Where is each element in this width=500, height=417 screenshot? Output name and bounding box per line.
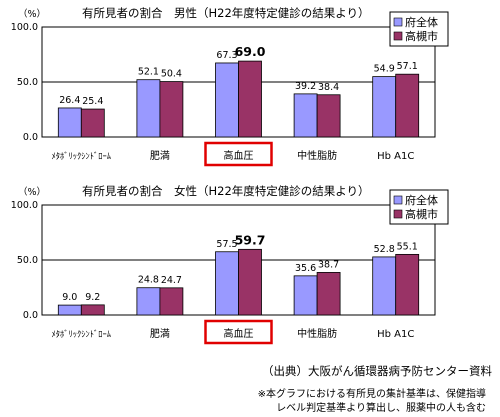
chart-title: 有所見者の割合 女性（H22年度特定健診の結果より） bbox=[82, 184, 370, 198]
data-label: 38.4 bbox=[318, 82, 339, 93]
bar-takatsuki bbox=[395, 73, 420, 138]
y-tick-label: 100.0 bbox=[11, 200, 38, 211]
legend-swatch bbox=[393, 17, 403, 27]
x-category-label: ﾒﾀﾎﾞﾘｯｸｼﾝﾄﾞﾛｰﾑ bbox=[52, 330, 112, 340]
x-category-label: 高血圧 bbox=[224, 149, 254, 162]
data-label: 24.7 bbox=[161, 275, 182, 286]
data-label: 67.3 bbox=[216, 50, 237, 61]
bar-prefecture bbox=[136, 287, 161, 316]
bar-prefecture bbox=[372, 76, 397, 138]
bar-takatsuki bbox=[316, 272, 341, 316]
data-label: 57.1 bbox=[397, 61, 418, 72]
bar-prefecture bbox=[293, 93, 318, 138]
bar-prefecture bbox=[215, 251, 239, 316]
data-label: 38.7 bbox=[318, 259, 339, 270]
y-axis-unit: （%） bbox=[18, 186, 46, 198]
bar-takatsuki bbox=[316, 94, 341, 138]
bar-takatsuki bbox=[395, 253, 420, 316]
highlight-box bbox=[204, 141, 273, 167]
data-label: 26.4 bbox=[59, 95, 80, 106]
data-label: 39.2 bbox=[295, 81, 316, 92]
data-label: 35.6 bbox=[295, 263, 316, 274]
y-axis-unit: （%） bbox=[18, 8, 46, 20]
x-category-label: 高血圧 bbox=[224, 327, 254, 340]
source-note: （出典）大阪がん循環器病予防センター資料 bbox=[262, 364, 492, 378]
data-label: 52.8 bbox=[374, 244, 395, 255]
data-label: 55.1 bbox=[397, 241, 418, 252]
data-label: 25.4 bbox=[82, 96, 103, 107]
legend-label: 高槻市 bbox=[405, 29, 438, 43]
bar-takatsuki bbox=[80, 304, 105, 316]
bar-prefecture bbox=[57, 304, 82, 316]
male-bar-chart: 有所見者の割合 男性（H22年度特定健診の結果より） （%） 100.0 50.0 0.… bbox=[11, 6, 449, 167]
y-tick-label: 50.0 bbox=[17, 255, 38, 266]
y-tick-label: 0.0 bbox=[23, 310, 38, 321]
bar-prefecture bbox=[136, 79, 161, 138]
legend-swatch bbox=[393, 31, 403, 41]
chart-title: 有所見者の割合 男性（H22年度特定健診の結果より） bbox=[82, 6, 370, 20]
bar-takatsuki bbox=[159, 81, 184, 138]
data-label: 52.1 bbox=[138, 67, 159, 78]
bar-takatsuki bbox=[238, 248, 262, 316]
x-category-label: ﾒﾀﾎﾞﾘｯｸｼﾝﾄﾞﾛｰﾑ bbox=[52, 152, 112, 162]
x-category-label: 中性脂肪 bbox=[297, 149, 337, 162]
legend-label: 高槻市 bbox=[405, 207, 438, 221]
legend-swatch bbox=[393, 209, 403, 219]
bar-prefecture bbox=[372, 256, 397, 316]
x-category-label: Hb A1C bbox=[377, 329, 414, 340]
x-category-label: 肥満 bbox=[150, 150, 170, 162]
footnote-line-1: ※本グラフにおける有所見の集計基準は、保健指導 bbox=[257, 389, 486, 400]
data-label: 24.8 bbox=[138, 275, 159, 286]
y-tick-label: 50.0 bbox=[17, 77, 38, 88]
legend-swatch bbox=[393, 195, 403, 205]
legend-label: 府全体 bbox=[405, 15, 438, 29]
bar-takatsuki bbox=[80, 108, 105, 138]
footnote-line-2: レベル判定基準より算出し、服薬中の人も含む bbox=[276, 403, 486, 414]
legend-box bbox=[389, 11, 449, 47]
data-label: 9.2 bbox=[85, 292, 100, 303]
data-label: 57.5 bbox=[216, 239, 237, 250]
x-category-label: Hb A1C bbox=[377, 151, 414, 162]
legend-label: 府全体 bbox=[405, 193, 438, 207]
data-label: 54.9 bbox=[374, 64, 395, 75]
data-label: 50.4 bbox=[161, 69, 182, 80]
x-category-label: 中性脂肪 bbox=[297, 327, 337, 340]
bar-takatsuki bbox=[238, 60, 262, 138]
bar-takatsuki bbox=[159, 287, 184, 316]
female-bar-chart: 有所見者の割合 女性（H22年度特定健診の結果より） （%） 100.0 50.0 0.… bbox=[11, 184, 449, 345]
y-tick-label: 100.0 bbox=[11, 22, 38, 33]
highlight-box bbox=[204, 319, 273, 345]
y-tick-label: 0.0 bbox=[23, 132, 38, 143]
data-label: 9.0 bbox=[62, 292, 77, 303]
legend-box bbox=[389, 189, 449, 225]
data-label: 59.7 bbox=[235, 232, 266, 247]
bar-prefecture bbox=[57, 107, 82, 138]
bar-prefecture bbox=[293, 275, 318, 316]
data-label: 69.0 bbox=[235, 44, 266, 59]
x-category-label: 肥満 bbox=[150, 328, 170, 340]
bar-prefecture bbox=[215, 62, 239, 138]
